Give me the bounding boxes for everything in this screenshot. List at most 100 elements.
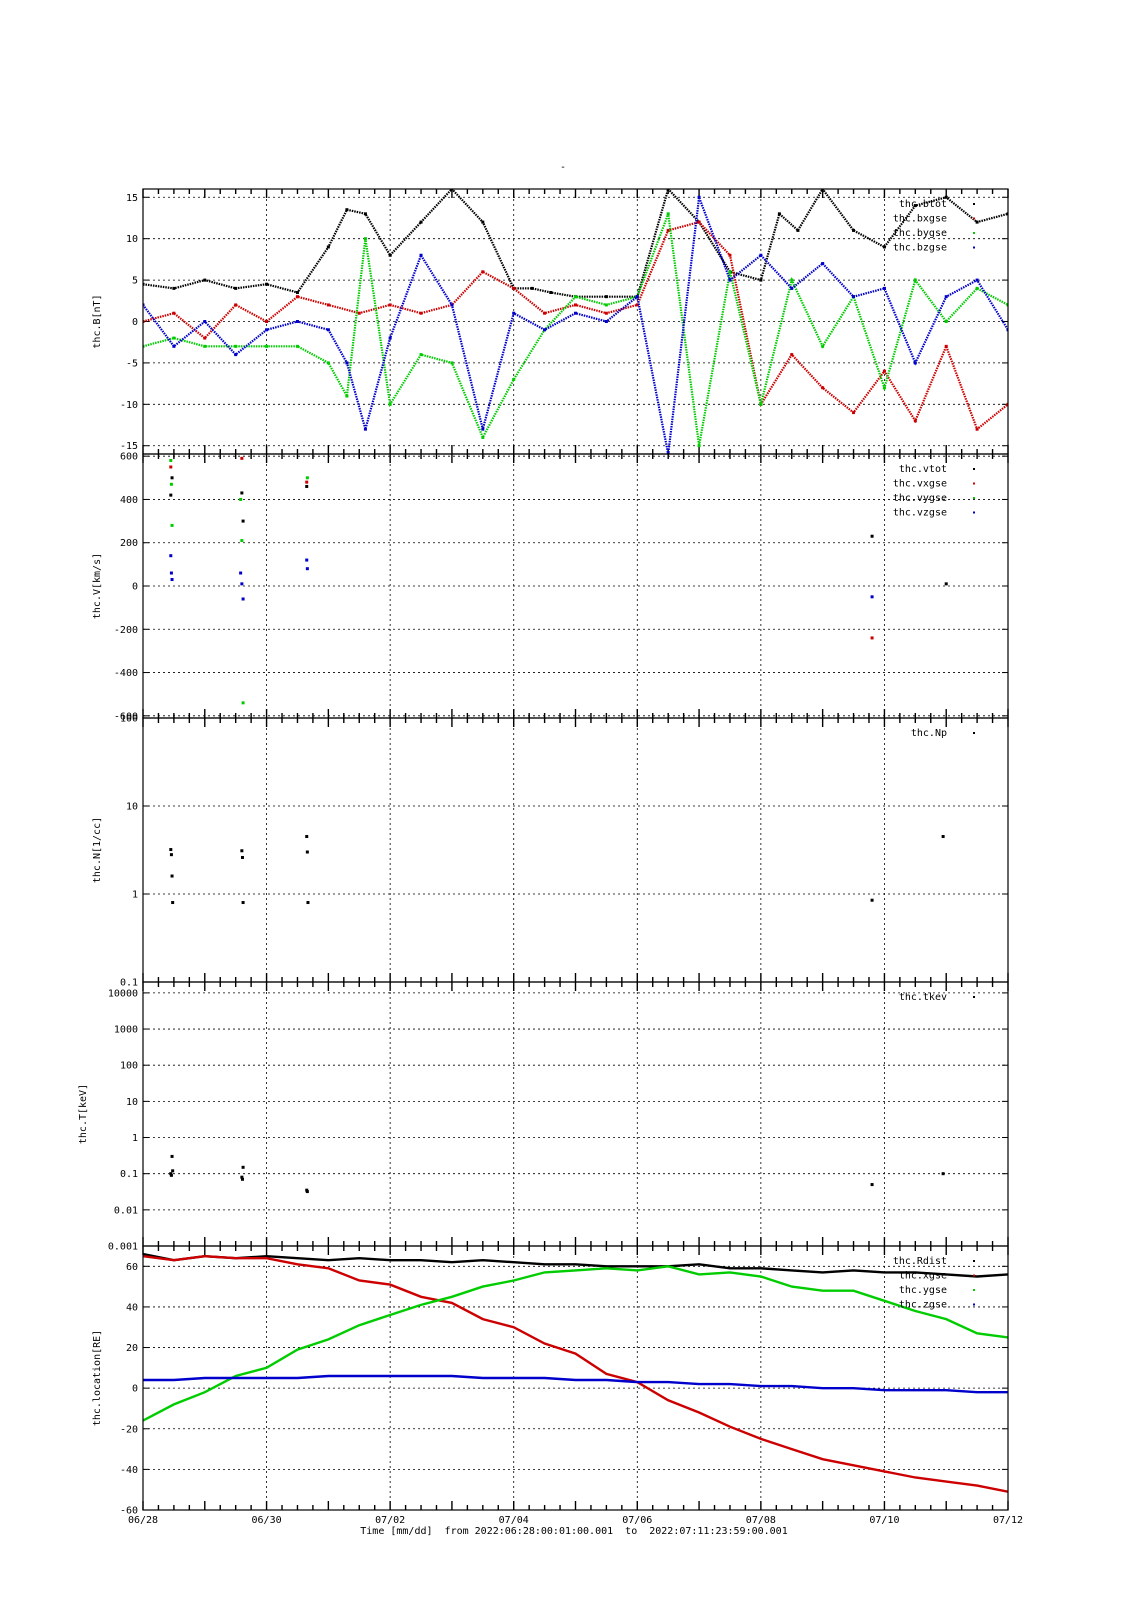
x-tick-label: 07/08	[746, 1515, 776, 1526]
y-tick-label: 0.001	[108, 1242, 138, 1253]
data-point-thc.btot	[326, 245, 330, 249]
data-point-thc.bygse	[759, 402, 763, 406]
data-point-thc.bxgse	[265, 320, 269, 323]
legend-entry-label: thc.zgse	[899, 1300, 947, 1311]
y-tick-label: -600	[114, 711, 138, 722]
data-point-thc.bygse	[574, 295, 577, 299]
data-point-thc.btot	[295, 291, 299, 295]
data-point-thc.vzgse	[169, 571, 173, 575]
data-point-thc.vygse	[305, 450, 308, 453]
data-point-thc.bxgse	[604, 311, 608, 315]
data-point-thc.tkev	[941, 1172, 945, 1176]
data-point-thc.vygse	[170, 523, 174, 527]
data-point-thc.vygse	[169, 482, 173, 486]
y-tick-label: 5	[132, 276, 138, 287]
y-tick-label: 0.1	[120, 1169, 138, 1180]
x-tick-label: 06/28	[128, 1515, 158, 1526]
data-point-thc.bzgse	[852, 295, 856, 299]
data-point-thc.bxgse	[295, 295, 299, 299]
data-point-thc.bzgse	[543, 328, 547, 332]
y-tick-label: -10	[120, 400, 138, 411]
data-point-thc.bxgse	[512, 286, 516, 290]
data-point-thc.Np	[941, 835, 945, 839]
data-point-thc.vzgse	[305, 567, 309, 571]
data-point-thc.Np	[306, 901, 310, 905]
data-point-thc.bzgse	[728, 278, 732, 282]
panel-frame	[142, 717, 1009, 983]
data-point-thc.vtot	[169, 493, 173, 497]
plot-area	[143, 1252, 1008, 1493]
data-point-thc.btot	[419, 220, 423, 224]
panel-4: 0.001 0.01 0.1 1 10 100 1000 10000 thc.T[keV] thc…	[78, 981, 1009, 1253]
data-point-thc.vxgse	[305, 480, 309, 484]
y-tick-label: 40	[126, 1302, 138, 1313]
data-point-thc.tkev	[241, 1165, 245, 1169]
data-point-thc.bzgse	[882, 286, 886, 290]
data-point-thc.bxgse	[543, 311, 547, 315]
data-point-thc.bzgse	[574, 311, 577, 315]
data-point-thc.bzgse	[172, 344, 176, 348]
data-point-thc.bxgse	[357, 311, 361, 315]
data-point-thc.Np	[169, 848, 173, 852]
y-axis-label: thc.V[km/s]	[92, 553, 103, 619]
y-tick-label: -20	[120, 1424, 138, 1435]
data-point-thc.bxgse	[852, 411, 856, 415]
panel-5: -60 -40 -20 0 20 40 60 thc.location[RE] thc.Rdis…	[92, 1245, 1009, 1517]
data-point-thc.vzgse	[169, 554, 173, 558]
legend-entry-label: thc.Np	[911, 728, 947, 739]
y-tick-label: 100	[120, 714, 138, 725]
data-point-thc.bxgse	[790, 353, 794, 357]
data-point-thc.bzgse	[697, 195, 701, 199]
data-point-thc.bxgse	[666, 228, 670, 232]
legend-marker	[973, 1289, 975, 1291]
panel-1: -15 -10 -5 0 5 10 15 thc.B[nT] thc.btot thc.bxgse…	[92, 188, 1009, 455]
data-point-thc.bzgse	[604, 320, 608, 323]
data-point-thc.bygse	[913, 278, 917, 282]
data-point-thc.btot	[234, 286, 238, 290]
data-point-thc.bxgse	[203, 336, 207, 340]
data-point-thc.btot	[975, 220, 979, 224]
legend-entry-label: thc.ygse	[899, 1285, 947, 1296]
data-point-thc.btot	[549, 291, 553, 295]
data-point-thc.bzgse	[326, 328, 330, 332]
data-point-thc.bzgse	[913, 361, 917, 365]
data-point-thc.btot	[530, 286, 534, 290]
legend-marker	[973, 732, 975, 734]
data-point-thc.bxgse	[821, 386, 825, 390]
data-point-thc.bygse	[1006, 303, 1008, 307]
data-point-thc.bxgse	[697, 220, 701, 224]
data-point-thc.tkev	[305, 1190, 309, 1194]
legend-marker	[973, 232, 975, 234]
data-point-thc.bygse	[975, 286, 979, 290]
y-tick-label: -60	[120, 1506, 138, 1517]
data-point-thc.bygse	[143, 344, 145, 348]
data-point-thc.btot	[265, 282, 269, 286]
y-tick-label: 60	[126, 1262, 138, 1273]
data-point-thc.bzgse	[203, 320, 207, 323]
data-point-thc.btot	[450, 189, 454, 191]
data-point-thc.bxgse	[728, 253, 732, 257]
data-point-thc.bygse	[790, 278, 794, 282]
x-tick-label: 07/04	[499, 1515, 529, 1526]
data-point-thc.bygse	[481, 435, 485, 439]
data-point-thc.vxgse	[870, 636, 874, 640]
data-point-thc.vygse	[239, 497, 243, 501]
y-tick-label: 20	[126, 1343, 138, 1354]
y-tick-label: 200	[120, 538, 138, 549]
y-tick-label: 15	[126, 193, 138, 204]
data-point-thc.bxgse	[975, 427, 979, 431]
y-tick-label: 1000	[114, 1025, 138, 1036]
y-tick-label: 10	[126, 802, 138, 813]
data-point-thc.btot	[481, 220, 485, 224]
data-point-thc.btot	[143, 282, 145, 286]
data-point-thc.bzgse	[295, 320, 299, 323]
y-tick-label: 100	[120, 1061, 138, 1072]
data-point-thc.btot	[913, 204, 917, 208]
data-point-thc.bygse	[666, 212, 670, 216]
data-point-thc.btot	[604, 295, 608, 299]
y-tick-label: -5	[126, 358, 138, 369]
series-trace-thc.bzgse	[143, 196, 1008, 454]
plot-area	[143, 189, 1008, 454]
data-point-thc.bxgse	[234, 303, 238, 307]
legend-marker	[973, 1303, 975, 1306]
